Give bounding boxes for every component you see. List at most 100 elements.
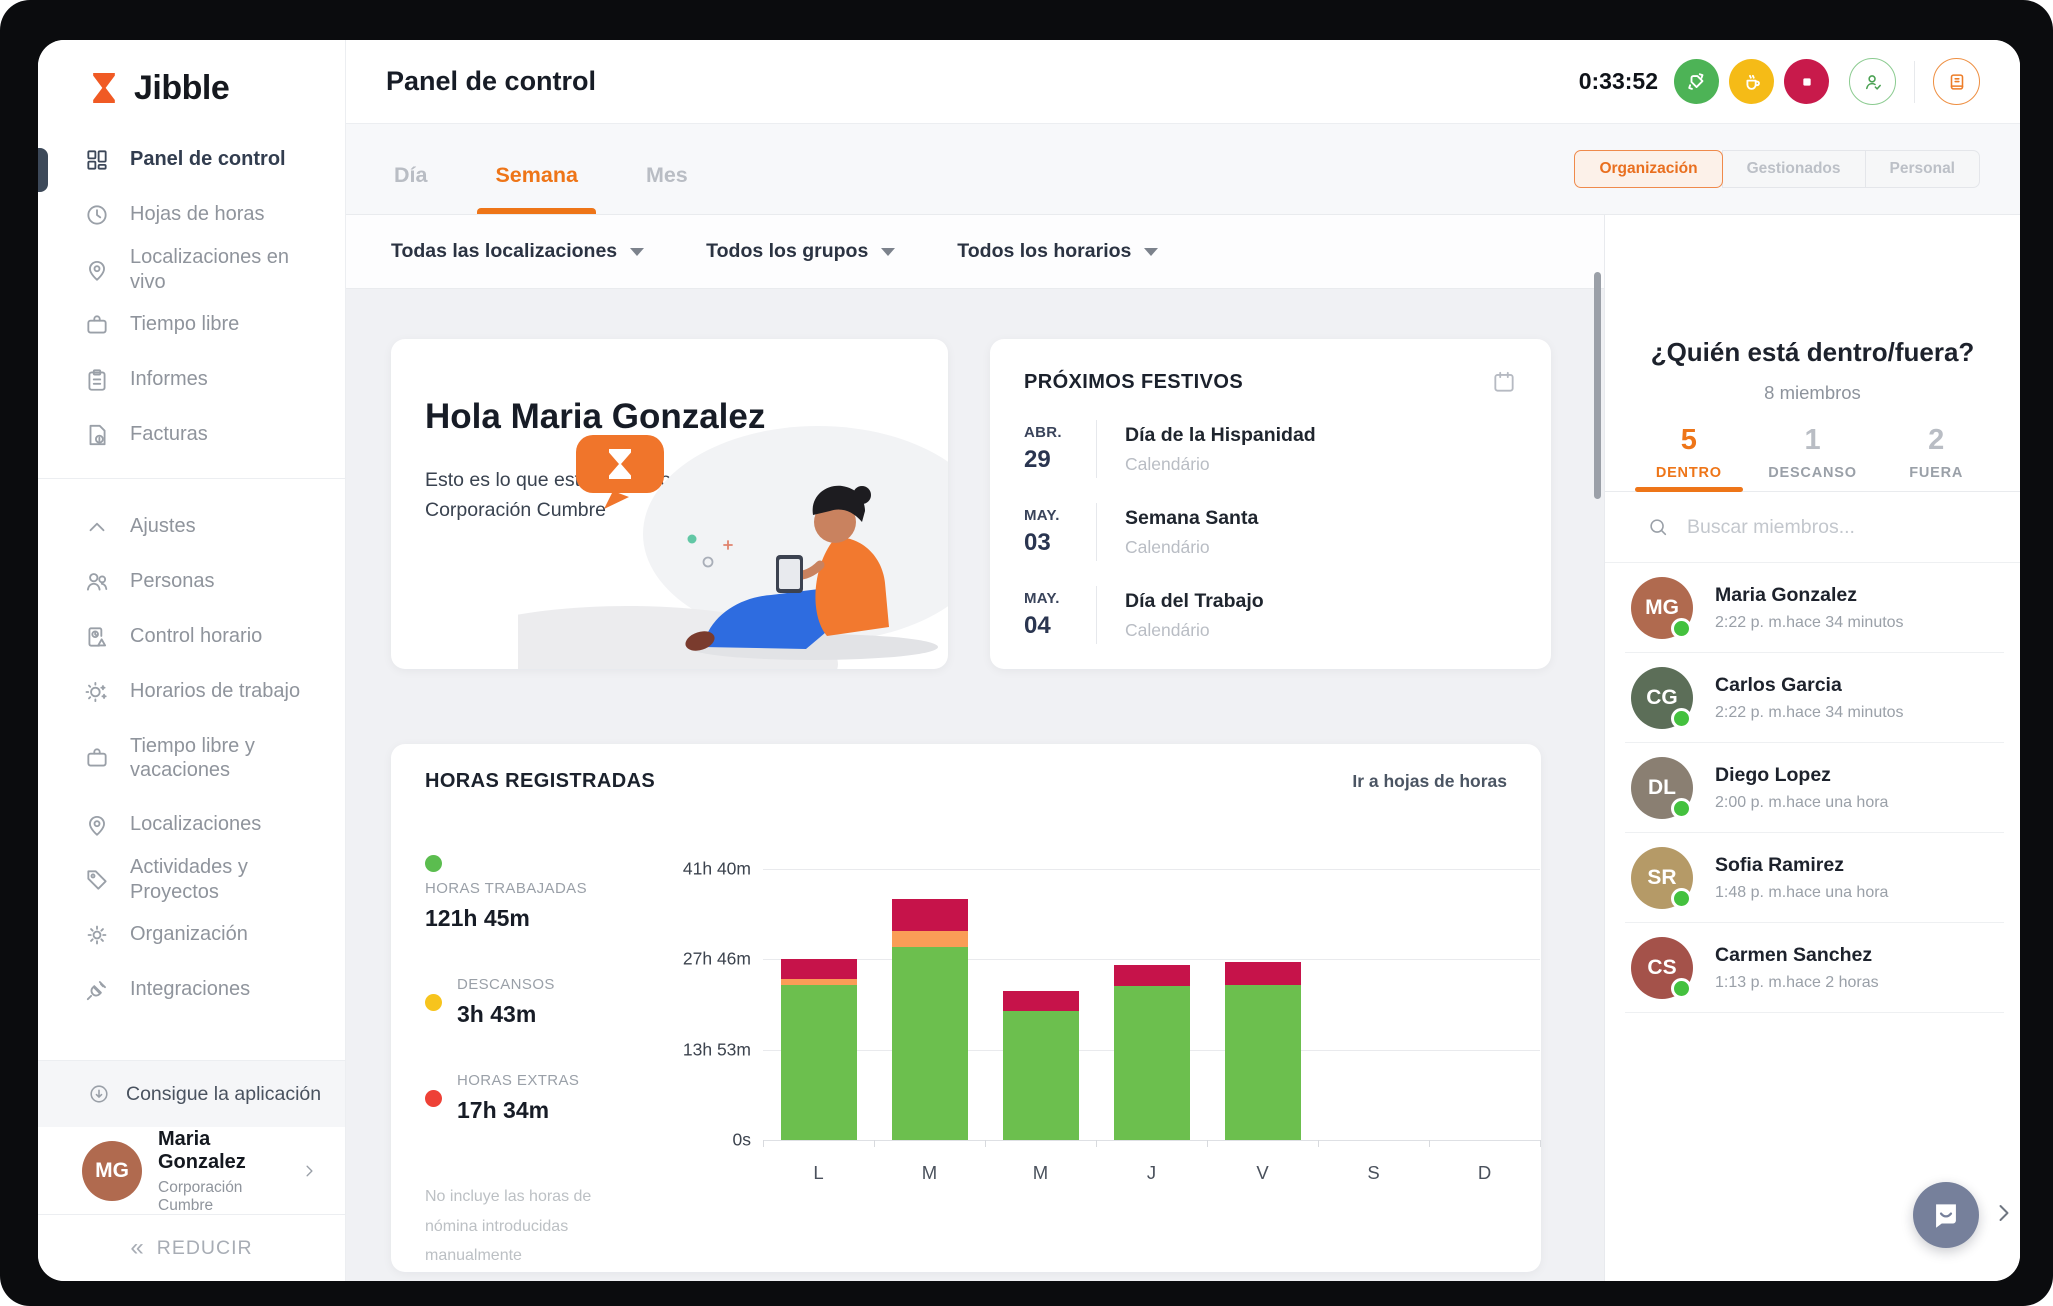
person-check-icon [1865,74,1881,90]
holiday-date: ABR. 29 [1024,424,1096,474]
briefcase-icon [87,314,107,334]
sidebar-item-informes[interactable]: Informes [38,352,345,407]
stop-timer-button[interactable] [1784,59,1829,104]
chevron-right-icon [306,1165,313,1177]
chevron-up-icon [89,522,105,531]
sidebar-item-integraciones[interactable]: Integraciones [38,962,345,1017]
chat-support-button[interactable] [1913,1182,1979,1248]
member-row[interactable]: DL Diego Lopez 2:00 p. m.hace una hora [1625,743,2004,833]
legend-label: DESCANSOS [457,976,555,993]
collapse-sidebar-button[interactable]: « REDUCIR [38,1215,345,1281]
filter-grupos[interactable]: Todos los grupos [706,240,896,263]
member-name: Maria Gonzalez [1715,583,1857,606]
member-row[interactable]: SR Sofia Ramirez 1:48 p. m.hace una hora [1625,833,2004,923]
tab-mes[interactable]: Mes [645,163,688,187]
holiday-month: ABR. [1024,424,1062,441]
legend-item-overtime: HORAS EXTRAS 17h 34m [425,1072,673,1124]
go-to-timesheets-link[interactable]: Ir a hojas de horas [1352,771,1507,791]
member-row[interactable]: CG Carlos Garcia 2:22 p. m.hace 34 minuto… [1625,653,2004,743]
who-title: ¿Quién está dentro/fuera? [1650,337,1975,367]
dashboard-icon [87,149,107,170]
scope-organizacion-button[interactable]: Organización [1574,150,1723,188]
member-row[interactable]: MG Maria Gonzalez 2:22 p. m.hace 34 minut… [1625,563,2004,653]
active-item-marker [38,148,48,192]
filter-horarios[interactable]: Todos los horarios [957,240,1159,263]
x-axis-tick [1540,1140,1541,1147]
sidebar-item-localizaciones[interactable]: Localizaciones [38,797,345,852]
sidebar-item-tiempo-libre-y-vacaciones[interactable]: Tiempo libre y vacaciones [38,719,345,797]
tab-semana[interactable]: Semana [477,163,597,214]
plot-wrap: 41h 40m 27h 46m 13h 53m 0s L M M J V S D [673,793,1541,1271]
sidebar-item-tiempo-libre[interactable]: Tiempo libre [38,297,345,352]
holidays-card: PRÓXIMOS FESTIVOS ABR. 29 [990,339,1551,669]
sidebar: Jibble Panel de control Hojas de horas L… [38,40,346,1281]
who-members-count: 8 miembros [1764,382,1861,403]
sidebar-item-control-horario[interactable]: Control horario [38,609,345,664]
sidebar-item-label: Organización [130,923,248,946]
topbar-divider [1914,60,1915,103]
chevron-down-icon [630,247,645,256]
sidebar-user-row[interactable]: MG Maria Gonzalez Corporación Cumbre [38,1127,345,1215]
filters-row: Todas las localizaciones Todos los grupo… [346,215,1604,289]
jibble-hourglass-icon [93,73,115,103]
member-avatar: SR [1631,846,1693,909]
tab-descanso[interactable]: 1 DESCANSO [1751,424,1875,491]
sidebar-item-personas[interactable]: Personas [38,554,345,609]
sidebar-item-hojas-de-horas[interactable]: Hojas de horas [38,187,345,242]
jibble-logo[interactable]: Jibble [38,40,345,108]
sidebar-item-label: Actividades y Proyectos [130,856,248,903]
sidebar-item-panel-de-control[interactable]: Panel de control [38,132,345,187]
sidebar-item-label: Hojas de horas [130,203,265,226]
sidebar-item-label: Localizaciones en vivo [130,246,289,293]
gridline [763,959,1540,961]
scope-personal-button[interactable]: Personal [1864,150,1980,188]
bar-segment [1224,962,1301,985]
panel-edge-chevron-right[interactable] [1990,1199,2018,1227]
sidebar-item-label: Tiempo libre [130,313,240,336]
stop-square-icon [1802,77,1811,86]
holiday-name: Día del Trabajo [1125,589,1264,612]
sidebar-item-actividades-y-proyectos[interactable]: Actividades y Proyectos [38,852,345,907]
switch-activity-button[interactable] [1674,59,1719,104]
hours-chart-card: HORAS REGISTRADAS Ir a hojas de horas HO… [391,744,1541,1272]
sidebar-item-label: Ajustes [130,515,196,538]
get-app-button[interactable]: Consigue la aplicación [38,1060,345,1127]
x-axis-label: M [921,1162,938,1183]
timesheet-journal-button[interactable] [1933,58,1980,105]
bar-segment [780,958,857,979]
x-axis-tick [874,1140,875,1147]
holiday-row: MAY. 03 Semana Santa Calendário [1024,503,1517,561]
sidebar-item-horarios-de-trabajo[interactable]: Horarios de trabajo [38,664,345,719]
member-name: Sofia Ramirez [1715,853,1844,876]
holiday-day: 04 [1024,612,1051,639]
vertical-scrollbar-thumb[interactable] [1594,272,1601,499]
y-axis-label: 41h 40m [682,858,751,879]
holiday-info: Semana Santa Calendário [1125,507,1258,558]
sidebar-item-organizacion[interactable]: Organización [38,907,345,962]
holiday-calendar: Calendário [1125,453,1210,474]
scope-gestionados-button[interactable]: Gestionados [1721,150,1866,188]
calendar-icon[interactable] [1491,369,1517,395]
break-button[interactable] [1729,59,1774,104]
x-axis-label: V [1256,1162,1269,1183]
attendance-button[interactable] [1849,58,1896,105]
sidebar-item-label: Personas [130,570,215,593]
chat-bubble-icon [1936,1204,1956,1228]
filter-localizaciones[interactable]: Todas las localizaciones [391,240,645,263]
chart-title: HORAS REGISTRADAS [425,770,656,792]
sidebar-item-ajustes[interactable]: Ajustes [38,499,345,554]
tab-fuera[interactable]: 2 FUERA [1874,424,1998,491]
tab-dia[interactable]: Día [394,163,428,187]
holiday-divider [1096,420,1097,478]
sidebar-menu-main: Panel de control Hojas de horas Localiza… [38,132,345,462]
member-row[interactable]: CS Carmen Sanchez 1:13 p. m.hace 2 horas [1625,923,2004,1013]
tab-dentro[interactable]: 5 DENTRO [1627,424,1751,491]
coffee-cup-icon [1746,74,1760,90]
sidebar-item-facturas[interactable]: Facturas [38,407,345,462]
holidays-header: PRÓXIMOS FESTIVOS [1024,369,1517,395]
legend-value: 3h 43m [457,1001,537,1027]
search-members-input[interactable] [1685,514,1949,540]
descanso-label: DESCANSO [1768,465,1857,481]
sidebar-item-label: Horarios de trabajo [130,680,301,703]
sidebar-item-localizaciones-en-vivo[interactable]: Localizaciones en vivo [38,242,345,297]
